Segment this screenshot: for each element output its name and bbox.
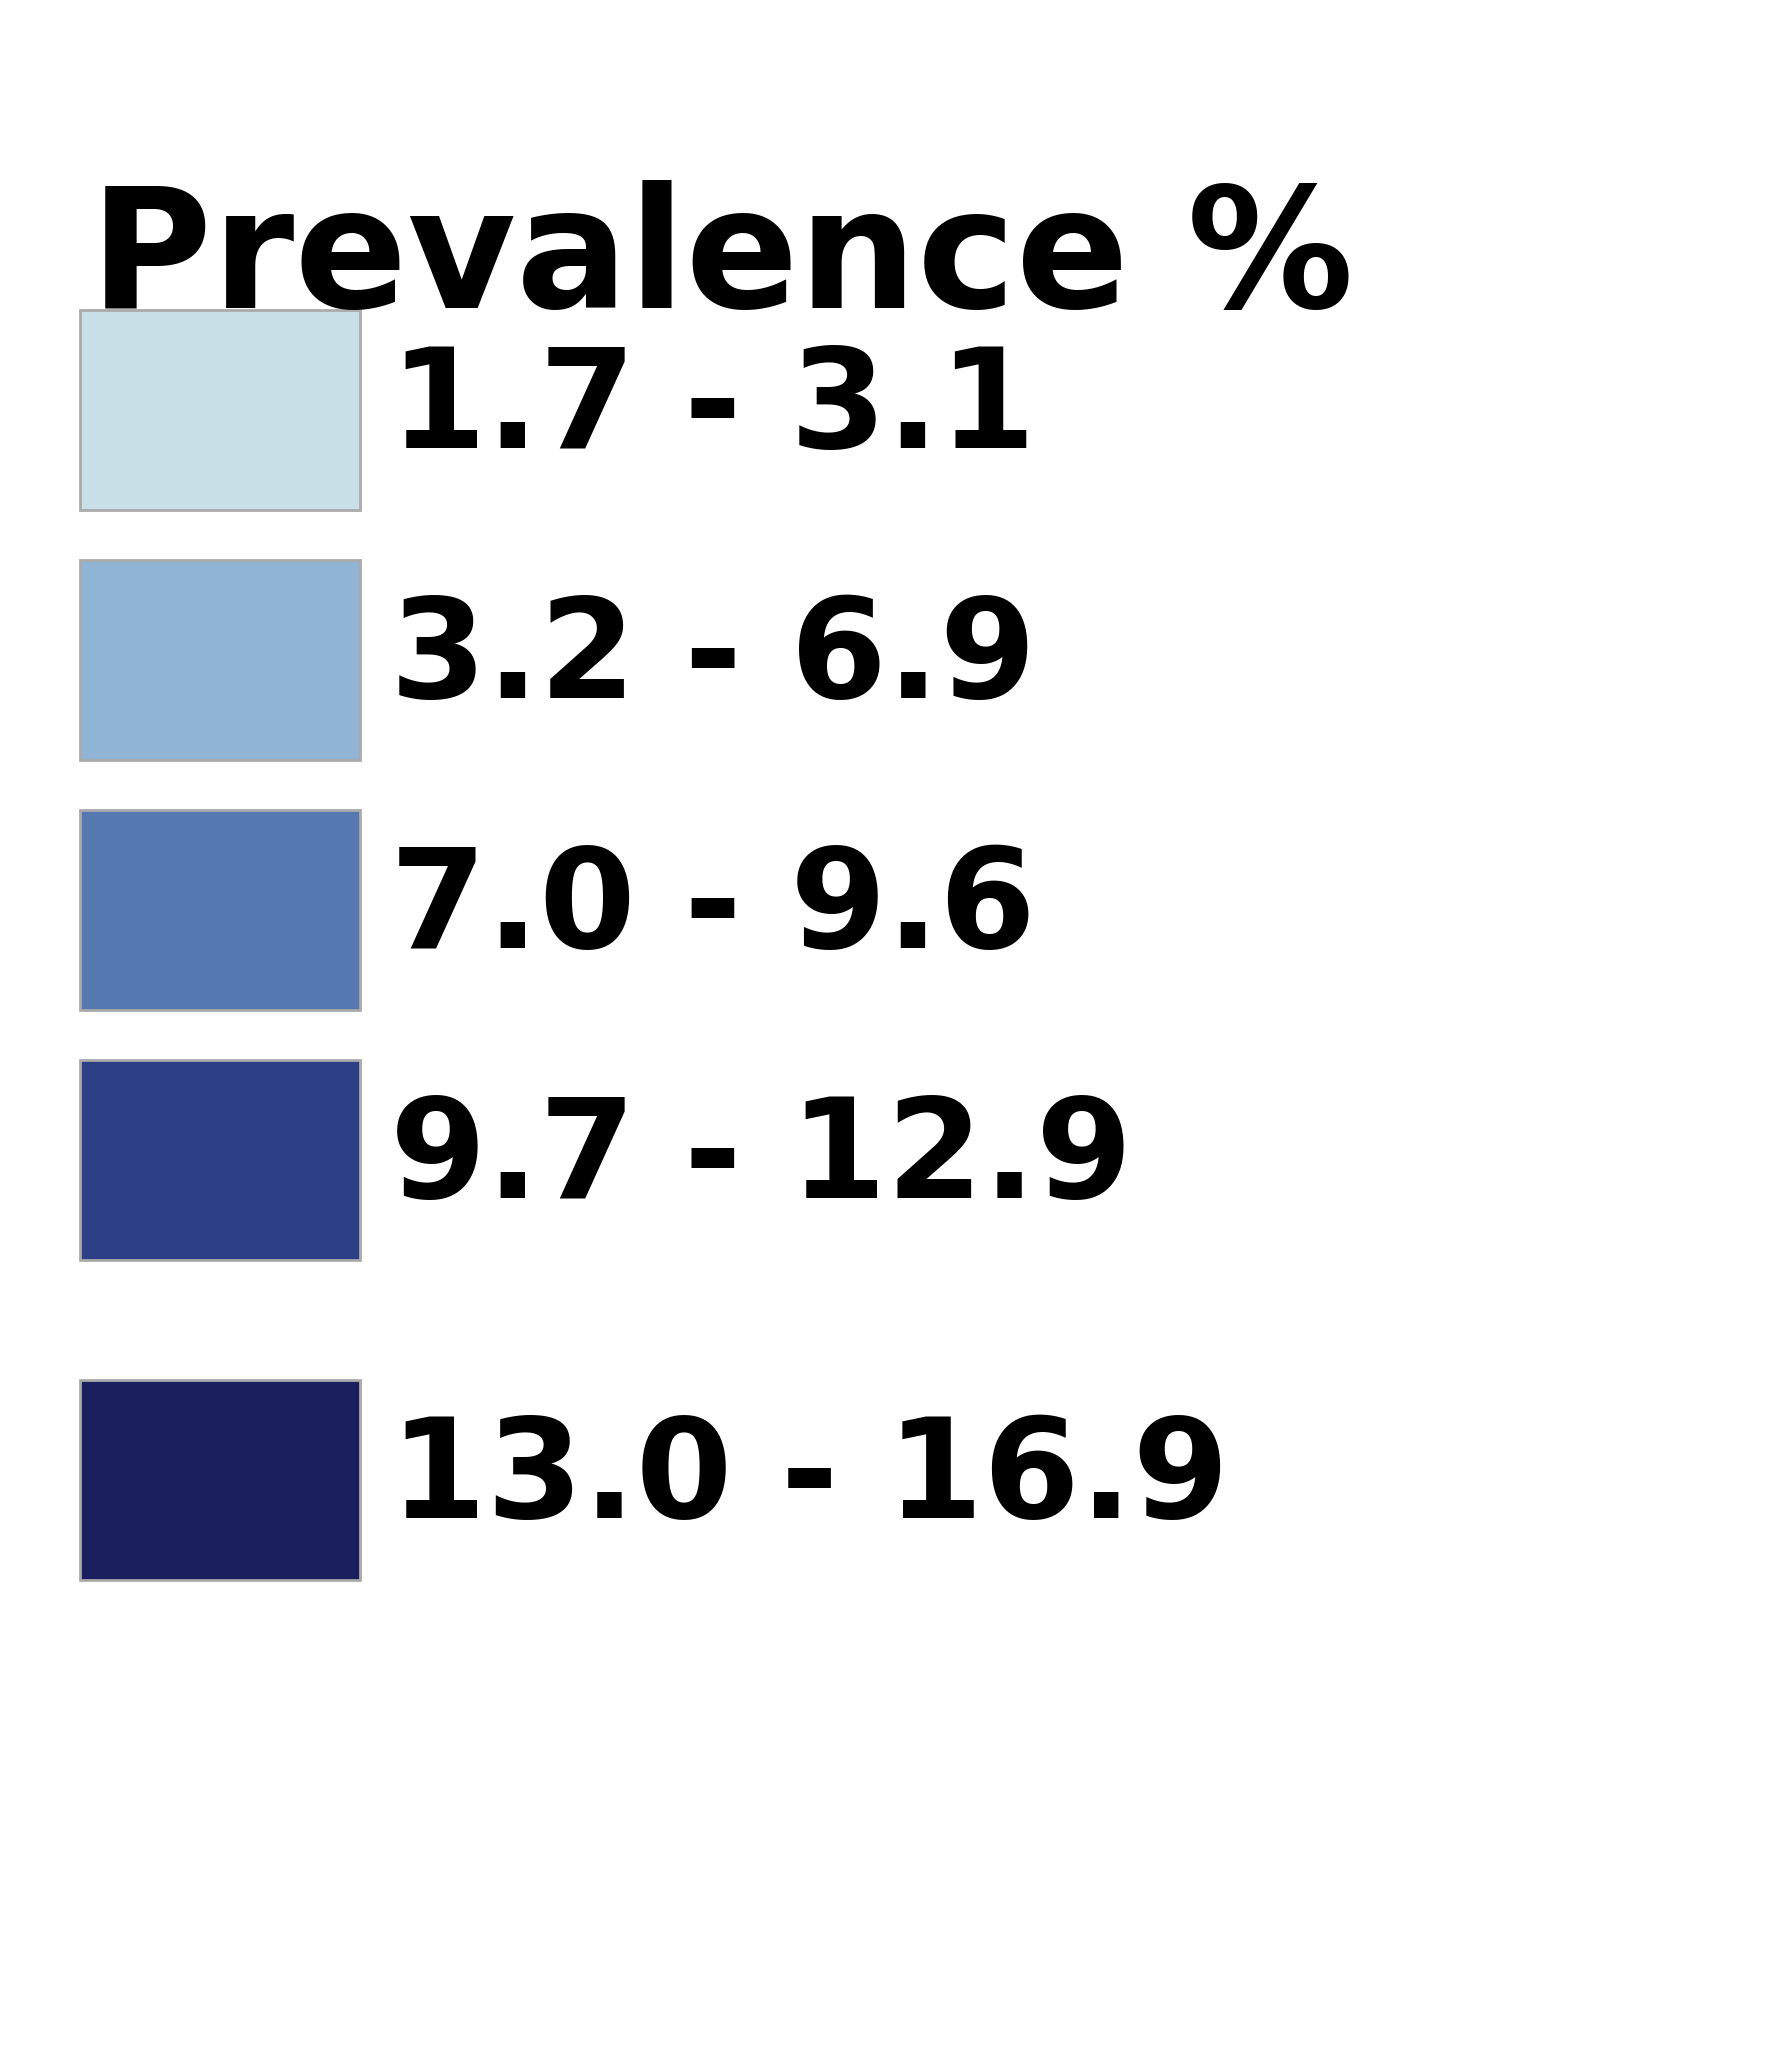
Text: Prevalence %: Prevalence % xyxy=(90,181,1354,343)
Bar xyxy=(80,811,361,1010)
Text: 7.0 - 9.6: 7.0 - 9.6 xyxy=(391,843,1036,977)
Text: 3.2 - 6.9: 3.2 - 6.9 xyxy=(391,593,1036,728)
Bar xyxy=(80,560,361,759)
Text: 1.7 - 3.1: 1.7 - 3.1 xyxy=(391,343,1036,478)
Text: 9.7 - 12.9: 9.7 - 12.9 xyxy=(391,1092,1132,1227)
Bar xyxy=(80,310,361,511)
Text: 13.0 - 16.9: 13.0 - 16.9 xyxy=(391,1412,1229,1547)
Bar xyxy=(80,1061,361,1260)
Bar xyxy=(80,1381,361,1580)
